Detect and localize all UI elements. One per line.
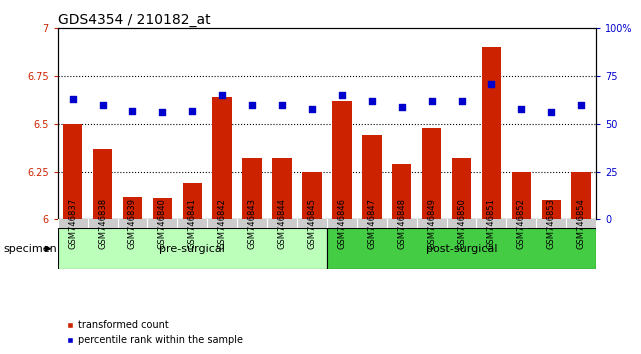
Text: GSM746849: GSM746849 xyxy=(427,199,436,249)
Text: GSM746843: GSM746843 xyxy=(247,198,256,250)
Point xyxy=(337,92,347,98)
Point xyxy=(576,102,587,108)
Point xyxy=(397,104,407,109)
Text: GDS4354 / 210182_at: GDS4354 / 210182_at xyxy=(58,13,210,27)
Text: GSM746837: GSM746837 xyxy=(68,198,77,250)
Point xyxy=(67,96,78,102)
Text: GSM746848: GSM746848 xyxy=(397,198,406,250)
Text: GSM746846: GSM746846 xyxy=(337,198,346,250)
Legend: transformed count, percentile rank within the sample: transformed count, percentile rank withi… xyxy=(63,316,247,349)
Bar xyxy=(482,47,501,219)
Bar xyxy=(303,172,322,219)
Bar xyxy=(332,101,351,219)
Bar xyxy=(153,199,172,219)
Bar xyxy=(212,97,232,219)
Bar xyxy=(512,172,531,219)
Point xyxy=(97,102,108,108)
Text: GSM746854: GSM746854 xyxy=(577,199,586,249)
Text: GSM746838: GSM746838 xyxy=(98,198,107,250)
Text: GSM746841: GSM746841 xyxy=(188,199,197,249)
Bar xyxy=(183,183,202,219)
Point xyxy=(247,102,257,108)
Point xyxy=(546,110,556,115)
Text: GSM746839: GSM746839 xyxy=(128,198,137,250)
Text: GSM746845: GSM746845 xyxy=(308,199,317,249)
Bar xyxy=(392,164,412,219)
Point xyxy=(217,92,228,98)
Text: GSM746842: GSM746842 xyxy=(218,199,227,249)
Point xyxy=(426,98,437,104)
Bar xyxy=(542,200,561,219)
Point xyxy=(157,110,167,115)
Bar xyxy=(327,228,596,269)
Point xyxy=(487,81,497,87)
Text: GSM746840: GSM746840 xyxy=(158,199,167,249)
Point xyxy=(307,106,317,112)
Text: specimen: specimen xyxy=(3,244,57,254)
Text: GSM746852: GSM746852 xyxy=(517,199,526,249)
Point xyxy=(277,102,287,108)
Text: GSM746847: GSM746847 xyxy=(367,198,376,250)
Point xyxy=(187,108,197,113)
Bar xyxy=(58,228,327,269)
Text: GSM746844: GSM746844 xyxy=(278,199,287,249)
Bar xyxy=(572,172,591,219)
Bar xyxy=(242,158,262,219)
Bar xyxy=(422,128,441,219)
Point xyxy=(516,106,526,112)
Bar xyxy=(63,124,82,219)
Text: pre-surgical: pre-surgical xyxy=(160,244,225,254)
Bar xyxy=(272,158,292,219)
Point xyxy=(367,98,377,104)
Point xyxy=(456,98,467,104)
Bar xyxy=(123,196,142,219)
Point xyxy=(128,108,138,113)
Bar xyxy=(362,135,381,219)
Bar xyxy=(452,158,471,219)
Text: post-surgical: post-surgical xyxy=(426,244,497,254)
Text: GSM746853: GSM746853 xyxy=(547,198,556,250)
Text: GSM746850: GSM746850 xyxy=(457,199,466,249)
Text: GSM746851: GSM746851 xyxy=(487,199,496,249)
Bar xyxy=(93,149,112,219)
